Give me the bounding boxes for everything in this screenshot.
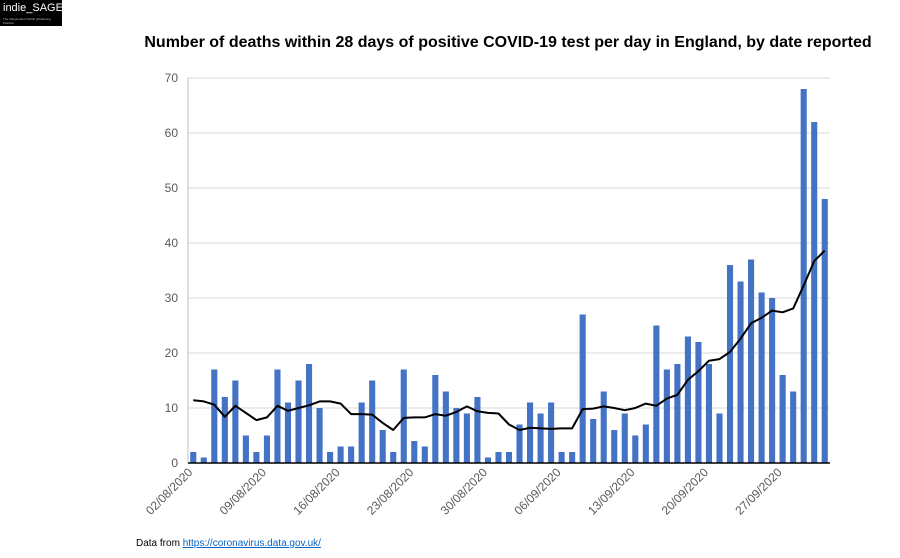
bar-27	[474, 397, 481, 463]
bar-36	[569, 452, 576, 463]
bar-60	[821, 199, 828, 463]
bar-45	[663, 369, 670, 463]
bar-9	[284, 402, 292, 463]
bar-42	[632, 435, 639, 463]
gridlines	[188, 77, 830, 409]
bar-43	[642, 424, 649, 463]
x-tick-label-6: 13/09/2020	[585, 465, 638, 518]
bar-26	[463, 413, 470, 463]
average-line-group	[193, 249, 826, 431]
bar-25	[453, 408, 460, 463]
bar-40	[611, 430, 618, 463]
y-tick-label-0: 0	[171, 456, 178, 470]
bar-23	[432, 375, 439, 463]
bar-4	[232, 380, 239, 463]
y-tick-label-60: 60	[165, 126, 179, 140]
bar-55	[769, 298, 776, 463]
bar-20	[400, 369, 407, 463]
bar-30	[505, 452, 513, 463]
x-axis-ticks: 02/08/2020 09/08/2020 16/08/2020 23/08/2020…	[143, 465, 785, 518]
bar-21	[411, 441, 418, 463]
bar-49	[705, 364, 713, 463]
bar-51	[726, 265, 734, 463]
bar-18	[379, 430, 386, 463]
footer-label: Data from	[136, 538, 180, 549]
bar-33	[537, 413, 544, 463]
data-source-footer: Data from https://coronavirus.data.gov.u…	[136, 538, 321, 549]
bar-31	[516, 424, 523, 463]
y-tick-label-20: 20	[165, 346, 179, 360]
x-tick-label-2: 16/08/2020	[290, 465, 343, 518]
bar-5	[242, 435, 249, 463]
bar-17	[369, 380, 376, 463]
axes	[187, 78, 830, 464]
bar-47	[684, 336, 691, 463]
x-tick-label-0: 02/08/2020	[143, 465, 196, 518]
x-tick-label-8: 27/09/2020	[732, 465, 785, 518]
chart-title: Number of deaths within 28 days of posit…	[144, 34, 871, 51]
y-tick-label-30: 30	[165, 291, 179, 305]
bar-34	[548, 402, 555, 463]
bar-53	[748, 259, 755, 463]
bar-57	[790, 391, 797, 463]
x-tick-label-4: 30/08/2020	[438, 465, 491, 518]
bar-2	[211, 369, 218, 463]
bar-10	[295, 380, 302, 463]
average-line	[193, 249, 826, 431]
x-tick-label-7: 20/09/2020	[659, 465, 712, 518]
bar-28	[484, 457, 492, 463]
bar-38	[590, 419, 597, 463]
bar-8	[274, 369, 281, 463]
bar-1	[200, 457, 207, 463]
bar-3	[221, 397, 228, 463]
bar-6	[253, 452, 260, 463]
bar-16	[358, 402, 365, 463]
bar-44	[653, 325, 660, 463]
logo-tagline: The Independent SAGE | Reflecting Practi…	[3, 17, 51, 25]
bars	[190, 89, 828, 463]
bar-48	[695, 342, 702, 463]
data-source-link[interactable]: https://coronavirus.data.gov.uk/	[182, 538, 321, 549]
y-tick-label-50: 50	[165, 181, 179, 195]
bar-56	[779, 375, 786, 463]
bar-24	[442, 391, 449, 463]
bar-39	[600, 391, 607, 463]
bar-19	[390, 452, 397, 463]
bar-41	[621, 413, 628, 463]
bar-12	[316, 408, 323, 463]
bar-46	[674, 364, 681, 463]
bar-0	[190, 452, 197, 463]
x-tick-label-1: 09/08/2020	[217, 465, 270, 518]
bar-11	[305, 364, 313, 463]
bar-14	[337, 446, 344, 463]
y-tick-label-70: 70	[165, 71, 179, 85]
bar-37	[579, 314, 586, 463]
bar-7	[263, 435, 270, 463]
bar-29	[495, 452, 502, 463]
x-tick-label-3: 23/08/2020	[364, 465, 417, 518]
bar-50	[716, 413, 723, 463]
bar-35	[558, 452, 565, 463]
bar-15	[348, 446, 355, 463]
bar-32	[526, 402, 534, 463]
bar-13	[327, 452, 334, 463]
bar-52	[737, 281, 744, 463]
bar-58	[800, 89, 807, 463]
indie-sage-logo: indie_SAGE The Independent SAGE | Reflec…	[0, 0, 63, 26]
logo-text: indie_SAGE	[3, 2, 63, 14]
y-tick-label-40: 40	[165, 236, 179, 250]
bar-54	[758, 292, 765, 463]
bar-22	[421, 446, 428, 463]
y-tick-label-10: 10	[165, 401, 179, 415]
bar-59	[811, 122, 818, 463]
y-axis-ticks: 0 10 20 30 40 50 60 70	[165, 71, 179, 470]
x-tick-label-5: 06/09/2020	[511, 465, 564, 518]
